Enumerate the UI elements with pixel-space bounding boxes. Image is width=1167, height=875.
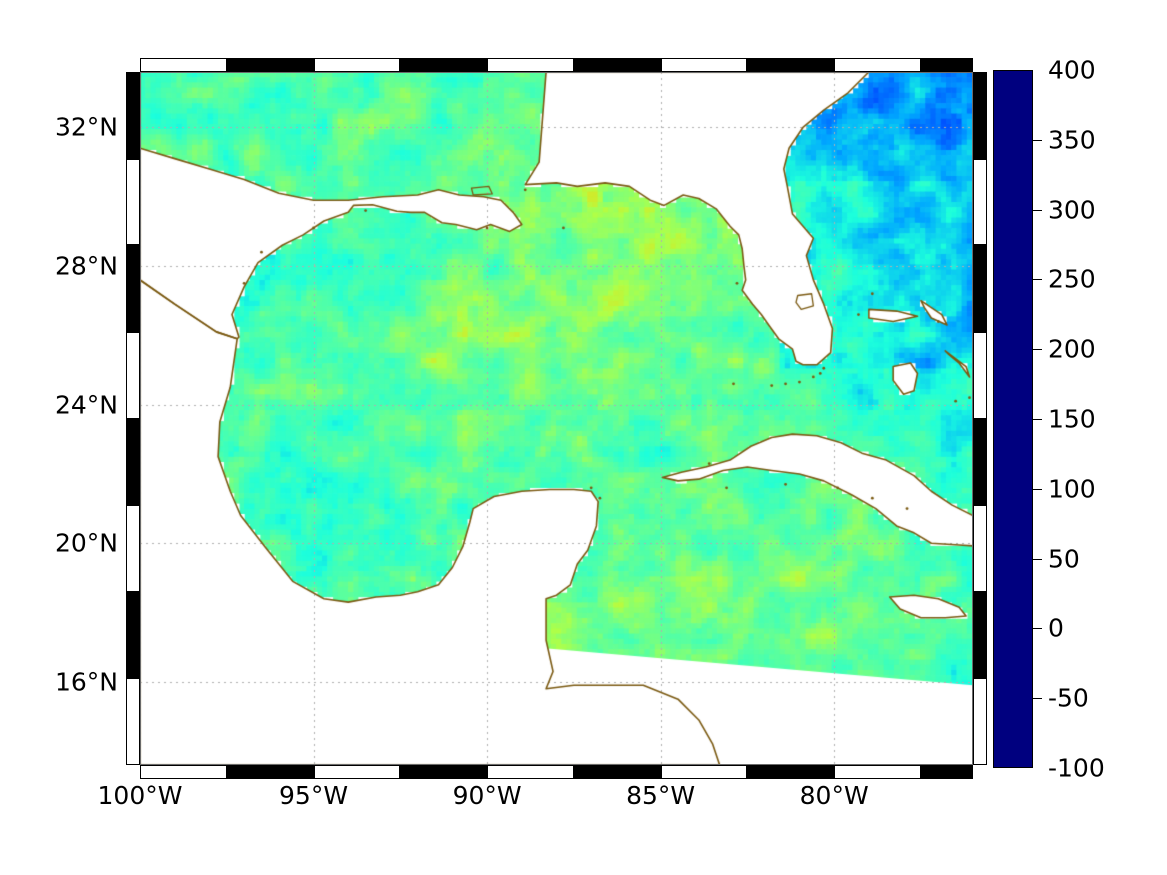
map-border-segment [126,678,140,765]
map-plot-area [140,72,973,765]
map-border-segment [126,245,140,332]
map-border-segment [920,58,973,72]
y-tick-label: 20°N [54,528,118,558]
coastline-overlay [140,72,973,765]
map-border-segment [126,418,140,506]
map-border-segment [973,331,987,419]
map-border-segment [973,591,987,679]
y-tick-label: 24°N [54,390,118,420]
map-border-segment [400,58,488,72]
map-border-segment [226,58,314,72]
colorbar-tick-label: 0 [1048,613,1064,643]
map-border-segment [660,58,748,72]
axes-inner-line-right [972,72,973,765]
map-border-segment [126,591,140,679]
map-border-segment [226,765,314,779]
colorbar: -100 -50 0 50 100 150 200 250 300 350 400 [993,56,1105,783]
map-axes [126,58,987,779]
colorbar-tick-label: 400 [1048,55,1096,85]
colorbar-tick-label: 200 [1048,334,1096,364]
map-border-segment [660,765,748,779]
colorbar-tick [1033,419,1042,420]
colorbar-tick [1033,349,1042,351]
map-border-segment [126,72,140,159]
map-border-segment [747,765,835,779]
map-border-segment [313,58,401,72]
map-border-segment [487,765,574,779]
map-border-segment [973,505,987,592]
x-tick-label: 90°W [452,781,522,810]
x-tick-label: 85°W [626,781,696,810]
map-border-segment [126,331,140,419]
map-border-segment [973,72,987,159]
axes-inner-line-top [140,72,973,73]
y-tick-label: 28°N [54,251,118,281]
map-border-segment [834,58,921,72]
y-tick-label: 16°N [54,667,118,697]
colorbar-tick-label: 350 [1048,125,1096,155]
x-tick-label: 100°W [97,781,183,810]
map-border-segment [973,418,987,506]
colorbar-tick [1033,698,1042,700]
map-border-segment [920,765,973,779]
map-border-segment [573,765,661,779]
colorbar-tick-label: 250 [1048,264,1096,294]
map-border-segment [973,678,987,765]
map-border-segment [140,765,227,779]
map-border-segment [973,245,987,332]
map-border-segment [973,158,987,246]
map-border-segment [487,58,574,72]
axes-inner-line-left [140,72,141,765]
colorbar-tick [1033,209,1042,211]
colorbar-tick [1033,279,1042,281]
colorbar-tick-label: 50 [1048,544,1080,574]
scalar-field-heatmap [140,72,973,765]
map-border-segment [126,505,140,592]
x-tick-label: 80°W [799,781,869,810]
map-border-segment [126,158,140,246]
colorbar-tick-label: -50 [1048,683,1089,713]
map-border-segment [400,765,488,779]
colorbar-tick [1033,628,1042,630]
y-tick-label: 32°N [54,112,118,142]
colorbar-tick [1033,558,1042,560]
map-border-segment [573,58,661,72]
x-tick-label: 95°W [279,781,349,810]
colorbar-tick-label: 100 [1048,474,1096,504]
map-border-segment [140,58,227,72]
colorbar-gradient [993,70,1033,768]
map-border-segment [834,765,921,779]
colorbar-tick-label: 300 [1048,195,1096,225]
colorbar-tick [1033,488,1042,490]
colorbar-tick-label: -100 [1048,753,1105,783]
map-border-segment [313,765,401,779]
axes-inner-line-bottom [140,764,973,765]
colorbar-tick [1033,139,1042,141]
map-border-segment [747,58,835,72]
colorbar-tick-label: 150 [1048,404,1096,434]
